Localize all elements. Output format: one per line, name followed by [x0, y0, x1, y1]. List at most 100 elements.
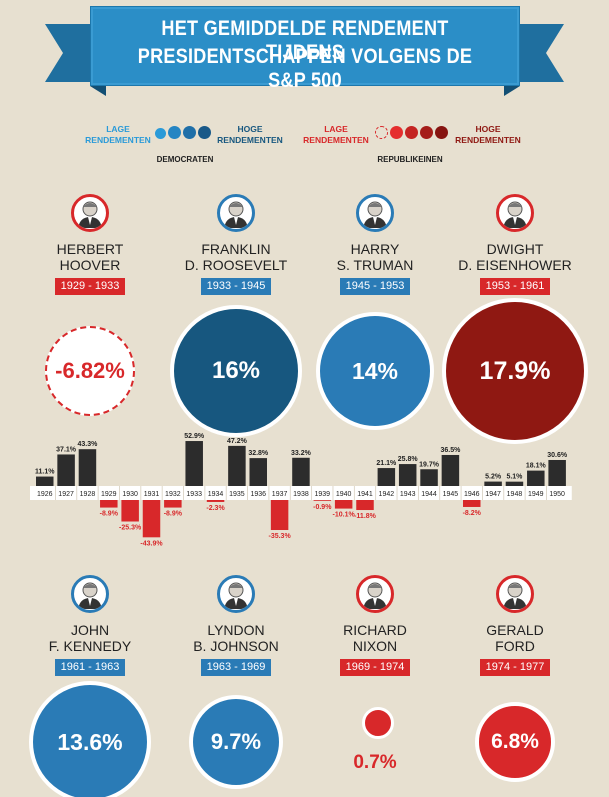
bar-value-label: 30.6% [547, 452, 568, 459]
bar-1928 [78, 449, 97, 486]
term-years-badge: 1929 - 1933 [55, 278, 125, 295]
bar-value-label: 5.2% [485, 474, 502, 481]
president-last-name: D. EISENHOWER [458, 257, 572, 273]
bar-1927 [57, 454, 75, 486]
year-tick-label: 1945 [443, 491, 459, 498]
bar-1938 [292, 457, 310, 486]
bar-1947 [484, 481, 502, 486]
year-tick-label: 1938 [293, 491, 309, 498]
bar-value-label: -2.3% [206, 505, 225, 512]
bar-1937 [270, 500, 289, 531]
legend-rep-dot [375, 126, 388, 139]
year-tick-label: 1936 [250, 491, 266, 498]
bar-1941 [356, 500, 374, 511]
bar-value-label: -8.9% [164, 511, 183, 518]
term-years-badge: 1953 - 1961 [480, 278, 550, 295]
bar-value-label: 36.5% [440, 447, 461, 454]
roosevelt-portrait-icon [217, 194, 255, 232]
bar-value-label: -0.9% [313, 504, 332, 511]
legend-rep-dot [420, 126, 433, 139]
bar-value-label: 5.1% [506, 474, 523, 481]
president-last-name: S. TRUMAN [336, 257, 414, 273]
bar-value-label: -8.9% [100, 511, 119, 518]
year-axis-strip [30, 486, 572, 500]
year-tick-label: 1930 [122, 491, 138, 498]
bar-1929 [100, 500, 118, 508]
bar-value-label: 19.7% [419, 461, 440, 468]
president-first-name: FRANKLIN [201, 241, 271, 257]
ford-portrait-icon [496, 575, 534, 613]
average-return-bubble: 9.7% [189, 695, 283, 789]
president-last-name: HOOVER [59, 257, 121, 273]
legend-dem-dot [183, 126, 196, 139]
banner-right-fold [504, 86, 520, 96]
bar-1926 [36, 476, 54, 486]
bar-value-label: 32.8% [248, 450, 269, 457]
year-tick-label: 1943 [400, 491, 416, 498]
year-tick-label: 1937 [272, 491, 288, 498]
bar-1949 [527, 470, 545, 486]
bar-1934 [206, 500, 225, 502]
year-tick-label: 1946 [464, 491, 480, 498]
legend-dem-high: HOGE RENDEMENTEN [217, 124, 283, 145]
year-tick-label: 1926 [37, 491, 53, 498]
hoover-portrait-icon [71, 194, 109, 232]
year-tick-label: 1932 [165, 491, 181, 498]
bar-1931 [142, 500, 161, 538]
bar-value-label: -11.8% [354, 513, 377, 520]
term-years-badge: 1974 - 1977 [480, 659, 550, 676]
average-return-bubble: -6.82% [45, 326, 135, 416]
legend-dem-dot [155, 128, 166, 139]
bar-1942 [377, 468, 396, 486]
term-years-badge: 1961 - 1963 [55, 659, 125, 676]
bar-value-label: 11.1% [35, 469, 55, 476]
legend-dem-label: DEMOCRATEN [156, 155, 214, 164]
bar-1932 [164, 500, 182, 508]
president-first-name: HERBERT [56, 241, 124, 257]
bar-1936 [249, 458, 267, 486]
president-last-name: F. KENNEDY [48, 638, 132, 654]
bar-1940 [334, 500, 353, 509]
title-line-2: PRESIDENTSCHAPPEN VOLGENS DE S&P 500 [137, 45, 473, 92]
president-first-name: DWIGHT [486, 241, 544, 257]
president-first-name: JOHN [70, 622, 110, 638]
title-banner [90, 6, 520, 86]
annual-returns-bar-chart: 11.1% 1926 37.1% 1927 43.3% 1928 -8.9% 1929 -25.… [30, 433, 572, 547]
year-tick-label: 1949 [528, 491, 544, 498]
bar-1930 [121, 500, 139, 522]
year-tick-label: 1935 [229, 491, 245, 498]
legend-rep-label: REPUBLIKEINEN [377, 155, 443, 164]
kennedy-portrait-icon [71, 575, 109, 613]
legend-rep-high: HOGE RENDEMENTEN [455, 124, 521, 145]
bar-1939 [313, 500, 332, 501]
bar-1944 [420, 469, 438, 486]
bar-1933 [185, 441, 203, 486]
year-tick-label: 1948 [507, 491, 523, 498]
year-tick-label: 1944 [421, 491, 437, 498]
bar-value-label: 18.1% [526, 463, 547, 470]
bar-1946 [463, 500, 481, 507]
year-tick-label: 1928 [80, 491, 96, 498]
average-return-bubble: 13.6% [29, 681, 151, 797]
year-tick-label: 1931 [144, 491, 160, 498]
president-first-name: RICHARD [343, 622, 407, 638]
title-line-1: HET GEMIDDELDE RENDEMENT TIJDENS [161, 17, 449, 64]
year-tick-label: 1947 [485, 491, 501, 498]
bar-value-label: 25.8% [398, 456, 419, 463]
president-first-name: LYNDON [207, 622, 265, 638]
average-return-bubble: 14% [316, 312, 434, 430]
legend-dem-dot [198, 126, 211, 139]
year-tick-label: 1940 [336, 491, 352, 498]
term-years-badge: 1933 - 1945 [201, 278, 271, 295]
year-tick-label: 1942 [379, 491, 395, 498]
year-tick-label: 1941 [357, 491, 373, 498]
eisenhower-portrait-icon [496, 194, 534, 232]
year-tick-label: 1933 [186, 491, 202, 498]
president-last-name: D. ROOSEVELT [184, 257, 288, 273]
bar-value-label: -43.9% [140, 540, 163, 547]
bar-value-label: 43.3% [78, 441, 99, 448]
president-last-name: FORD [495, 638, 535, 654]
bar-value-label: 33.2% [291, 450, 312, 457]
term-years-badge: 1945 - 1953 [340, 278, 410, 295]
